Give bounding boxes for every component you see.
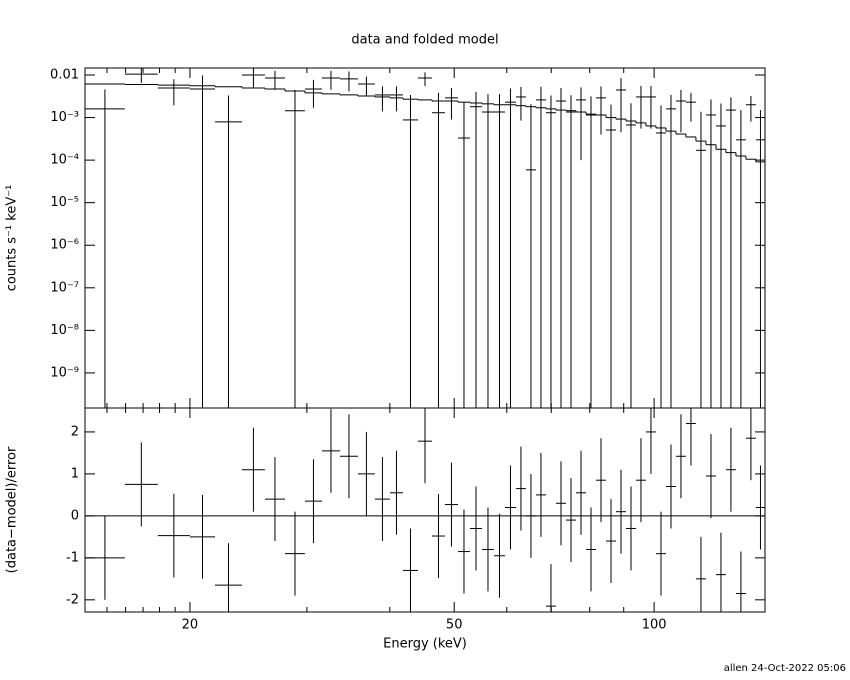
residual-y-tick-label: 0 [71,508,79,523]
residual-y-tick-label: 2 [71,424,79,439]
y-tick-label: 0.01 [50,67,79,82]
y-axis-label: counts s⁻¹ keV⁻¹ [5,185,20,292]
residual-y-tick-label: -1 [66,550,79,565]
x-tick-label: 100 [642,618,667,633]
y-tick-label: 10⁻⁷ [50,280,79,295]
y-tick-label: 10⁻⁸ [50,323,79,338]
y-tick-label: 10⁻⁴ [50,153,79,168]
y-tick-label: 10⁻⁶ [50,238,79,253]
y-tick-label: 10⁻⁵ [50,195,79,210]
residual-axis-label: (data−model)/error [5,446,20,573]
x-tick-label: 50 [446,618,463,633]
y-tick-label: 10⁻⁹ [50,365,79,380]
x-axis-label: Energy (keV) [383,637,467,652]
residual-y-tick-label: -2 [66,592,79,607]
x-tick-label: 20 [182,618,199,633]
y-tick-label: 10⁻³ [50,110,79,125]
residual-plot [85,408,765,612]
chart-title: data and folded model [351,33,498,48]
residual-y-tick-label: 1 [71,466,79,481]
footer: allen 24-Oct-2022 05:06 [724,663,846,674]
top-plot [85,68,765,408]
top-frame [84,67,766,409]
